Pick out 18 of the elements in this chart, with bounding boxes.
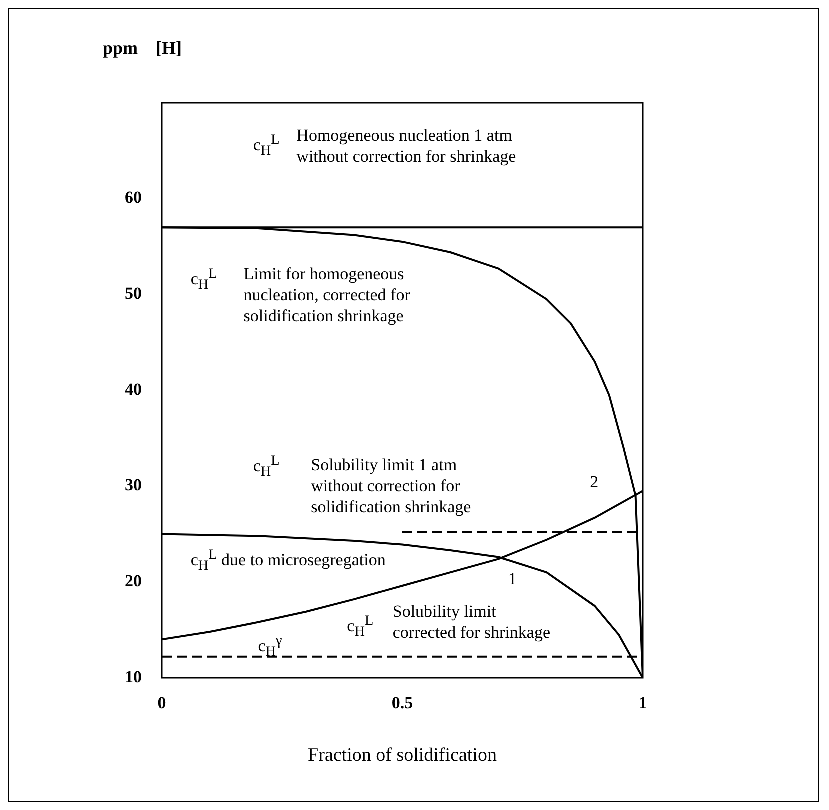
annotation: Solubility limit corrected for shrinkage bbox=[392, 601, 551, 644]
x-tick-label: 1 bbox=[638, 694, 648, 713]
y-tick-label: 10 bbox=[125, 667, 142, 686]
y-tick-label: 30 bbox=[125, 476, 142, 495]
annotation: 1 bbox=[508, 568, 517, 590]
annotation: Homogeneous nucleation 1 atm without correction for shrinkage bbox=[296, 125, 516, 168]
annotation: c$_{H}$$^{L}$ due to microsegregation bbox=[190, 546, 386, 576]
x-tick-label: 0 bbox=[158, 694, 166, 713]
x-tick-label: 0.5 bbox=[392, 694, 414, 713]
x-axis-title: Fraction of solidification bbox=[307, 745, 498, 767]
y-tick-label: 50 bbox=[125, 284, 142, 304]
y-tick-label: 60 bbox=[125, 188, 142, 208]
annotation: Limit for homogeneous nucleation, corrected for solidification shrinkage bbox=[244, 263, 410, 326]
annotation: 2 bbox=[590, 471, 599, 492]
y-tick-label: 40 bbox=[125, 380, 142, 399]
y-tick-label: 20 bbox=[125, 572, 142, 591]
y-axis-title: ppm [H] bbox=[103, 38, 182, 59]
annotation: Solubility limit 1 atm without correction for solidification shrinkage bbox=[311, 454, 472, 518]
